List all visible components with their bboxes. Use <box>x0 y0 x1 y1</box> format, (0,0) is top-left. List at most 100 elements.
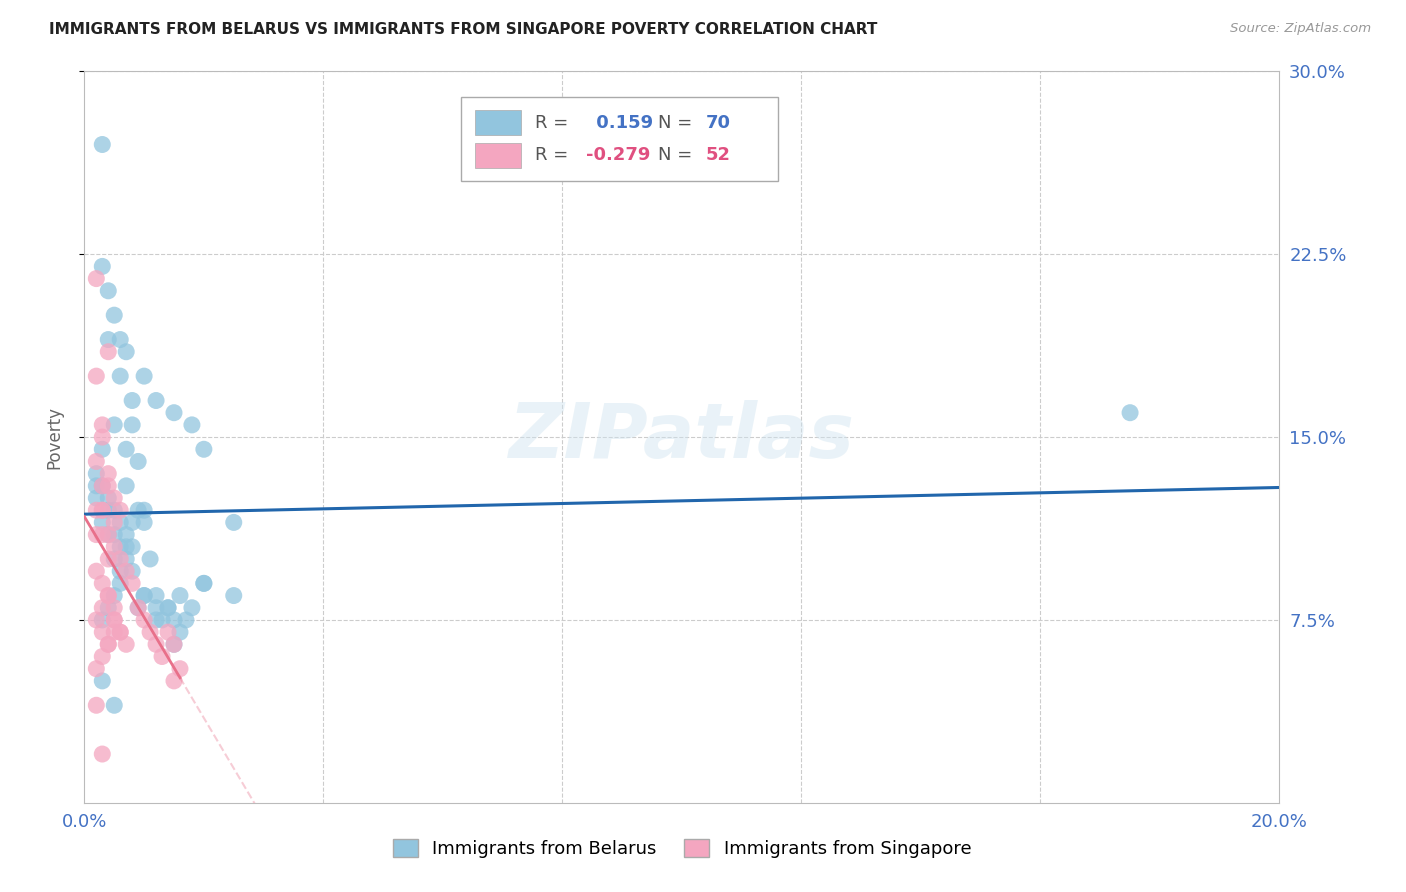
Point <box>110 625 132 640</box>
Point <box>1119 406 1142 420</box>
Point <box>91 417 114 432</box>
Point <box>115 442 138 457</box>
Point <box>145 613 167 627</box>
Point <box>103 698 125 713</box>
Point <box>86 271 108 285</box>
Point <box>97 589 120 603</box>
Point <box>163 613 186 627</box>
Point <box>86 564 108 578</box>
Point <box>91 503 114 517</box>
Point <box>103 527 125 541</box>
Point <box>91 430 114 444</box>
Point <box>97 527 120 541</box>
Point <box>110 625 132 640</box>
Point <box>169 625 191 640</box>
Point <box>86 503 108 517</box>
Point <box>132 589 156 603</box>
Point <box>103 540 125 554</box>
Point <box>127 600 149 615</box>
Point <box>86 479 108 493</box>
Point <box>145 600 167 615</box>
Point <box>169 662 191 676</box>
Point <box>91 527 114 541</box>
Point <box>174 613 197 627</box>
Point <box>163 406 186 420</box>
Point <box>97 527 120 541</box>
Point <box>91 442 114 457</box>
Point <box>86 369 108 384</box>
Point <box>169 589 191 603</box>
Bar <box>475 111 520 135</box>
Point <box>86 613 108 627</box>
Point <box>91 503 114 517</box>
Point <box>97 589 120 603</box>
Point <box>110 564 132 578</box>
Text: 0.159: 0.159 <box>591 113 652 131</box>
Point <box>163 673 186 688</box>
Text: N =: N = <box>658 146 697 164</box>
Point <box>121 540 143 554</box>
Point <box>86 467 108 481</box>
Point <box>150 613 173 627</box>
Point <box>110 552 132 566</box>
Point <box>103 600 125 615</box>
Point <box>86 454 108 468</box>
Point <box>127 600 149 615</box>
Point <box>97 552 120 566</box>
Point <box>86 491 108 505</box>
Point <box>121 393 143 408</box>
Bar <box>475 144 520 168</box>
Point <box>110 576 132 591</box>
Point <box>91 673 114 688</box>
Point <box>103 589 125 603</box>
Text: IMMIGRANTS FROM BELARUS VS IMMIGRANTS FROM SINGAPORE POVERTY CORRELATION CHART: IMMIGRANTS FROM BELARUS VS IMMIGRANTS FR… <box>49 22 877 37</box>
Point <box>91 576 114 591</box>
Text: ZIPatlas: ZIPatlas <box>509 401 855 474</box>
Point <box>103 552 125 566</box>
Point <box>86 527 108 541</box>
Point <box>97 637 120 651</box>
FancyBboxPatch shape <box>461 97 778 181</box>
Point <box>91 260 114 274</box>
Point <box>139 625 162 640</box>
Point <box>121 417 143 432</box>
Point <box>91 137 114 152</box>
Point <box>91 516 114 530</box>
Point <box>181 417 204 432</box>
Point <box>181 600 204 615</box>
Point <box>91 747 114 761</box>
Text: R =: R = <box>534 146 574 164</box>
Point <box>132 369 156 384</box>
Point <box>193 576 215 591</box>
Point <box>103 417 125 432</box>
Point <box>97 503 120 517</box>
Point <box>222 516 245 530</box>
Point <box>97 344 120 359</box>
Point <box>163 637 186 651</box>
Text: 70: 70 <box>706 113 731 131</box>
Point <box>103 516 125 530</box>
Point <box>115 540 138 554</box>
Point <box>91 479 114 493</box>
Point <box>91 479 114 493</box>
Point <box>110 333 132 347</box>
Point <box>97 491 120 505</box>
Text: R =: R = <box>534 113 574 131</box>
Point <box>103 491 125 505</box>
Point <box>97 479 120 493</box>
Point <box>91 600 114 615</box>
Point <box>103 613 125 627</box>
Point <box>150 649 173 664</box>
Point <box>132 613 156 627</box>
Point <box>115 637 138 651</box>
Point <box>139 552 162 566</box>
Y-axis label: Poverty: Poverty <box>45 406 63 468</box>
Point <box>222 589 245 603</box>
Point <box>127 503 149 517</box>
Point <box>121 516 143 530</box>
Point <box>157 600 180 615</box>
Point <box>121 564 143 578</box>
Point <box>110 540 132 554</box>
Point <box>193 576 215 591</box>
Point <box>163 637 186 651</box>
